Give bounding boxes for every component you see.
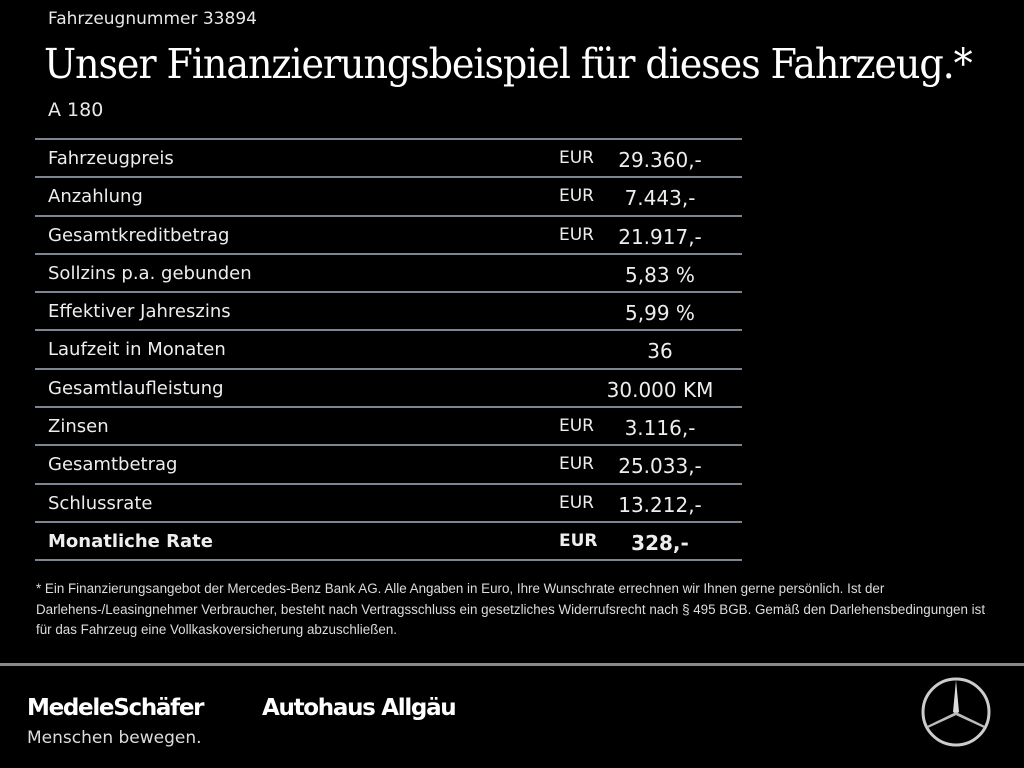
row-value: 3.116,- <box>624 416 696 441</box>
row-value: 25.033,- <box>618 454 702 479</box>
table-row: Fahrzeugpreis EUR 29.360,- <box>35 140 742 179</box>
row-value: 21.917,- <box>618 224 702 249</box>
row-currency: EUR <box>559 416 594 437</box>
table-row: Schlussrate EUR 13.212,- <box>35 485 742 523</box>
row-label: Anzahlung <box>48 186 143 208</box>
table-row: Laufzeit in Monaten 36 <box>35 331 742 370</box>
dealer-logo-autohaus-allgaeu: Autohaus Allgäu <box>262 695 457 721</box>
row-label: Fahrzeugpreis <box>48 148 174 169</box>
vehicle-number: Fahrzeugnummer 33894 <box>48 9 257 29</box>
row-label: Sollzins p.a. gebunden <box>48 262 252 284</box>
mercedes-star-icon <box>921 677 991 747</box>
row-label: Laufzeit in Monaten <box>48 339 226 361</box>
row-label: Gesamtkreditbetrag <box>48 224 230 246</box>
table-row: Gesamtlaufleistung 30.000 KM <box>35 370 742 409</box>
table-row: Sollzins p.a. gebunden 5,83 % <box>35 255 742 294</box>
finance-table: Fahrzeugpreis EUR 29.360,- Anzahlung EUR … <box>35 138 742 562</box>
row-label: Gesamtbetrag <box>48 454 178 476</box>
footer-divider <box>0 663 1024 666</box>
footnote: * Ein Finanzierungsangebot der Mercedes-… <box>36 581 986 637</box>
row-value: 5,99 % <box>625 301 695 326</box>
table-row: Gesamtbetrag EUR 25.033,- <box>35 446 742 485</box>
row-value: 7.443,- <box>624 186 696 211</box>
table-row: Monatliche Rate EUR 328,- <box>35 523 742 562</box>
row-value: 29.360,- <box>618 148 702 172</box>
row-label: Zinsen <box>48 416 109 438</box>
page-title: Unser Finanzierungsbeispiel für dieses F… <box>44 40 973 88</box>
table-row: Effektiver Jahreszins 5,99 % <box>35 293 742 332</box>
table-row: Gesamtkreditbetrag EUR 21.917,- <box>35 217 742 255</box>
row-currency: EUR <box>559 530 598 551</box>
row-currency: EUR <box>559 224 594 245</box>
row-value: 5,83 % <box>625 262 695 287</box>
model-name: A 180 <box>48 99 104 121</box>
row-label: Schlussrate <box>48 492 153 514</box>
table-row: Anzahlung EUR 7.443,- <box>35 178 742 217</box>
row-label: Effektiver Jahreszins <box>48 301 231 323</box>
row-currency: EUR <box>559 148 594 168</box>
row-currency: EUR <box>559 454 594 475</box>
row-currency: EUR <box>559 186 594 207</box>
table-row: Zinsen EUR 3.116,- <box>35 408 742 447</box>
row-label: Monatliche Rate <box>48 530 213 552</box>
row-label: Gesamtlaufleistung <box>48 377 224 399</box>
slogan: Menschen bewegen. <box>27 728 202 748</box>
row-value: 30.000 KM <box>606 377 714 402</box>
row-currency: EUR <box>559 492 594 513</box>
row-value: 13.212,- <box>618 492 702 517</box>
dealer-logo-medeleschaefer: MedeleSchäfer <box>27 695 204 721</box>
row-value: 36 <box>647 339 673 364</box>
row-value: 328,- <box>631 530 689 555</box>
